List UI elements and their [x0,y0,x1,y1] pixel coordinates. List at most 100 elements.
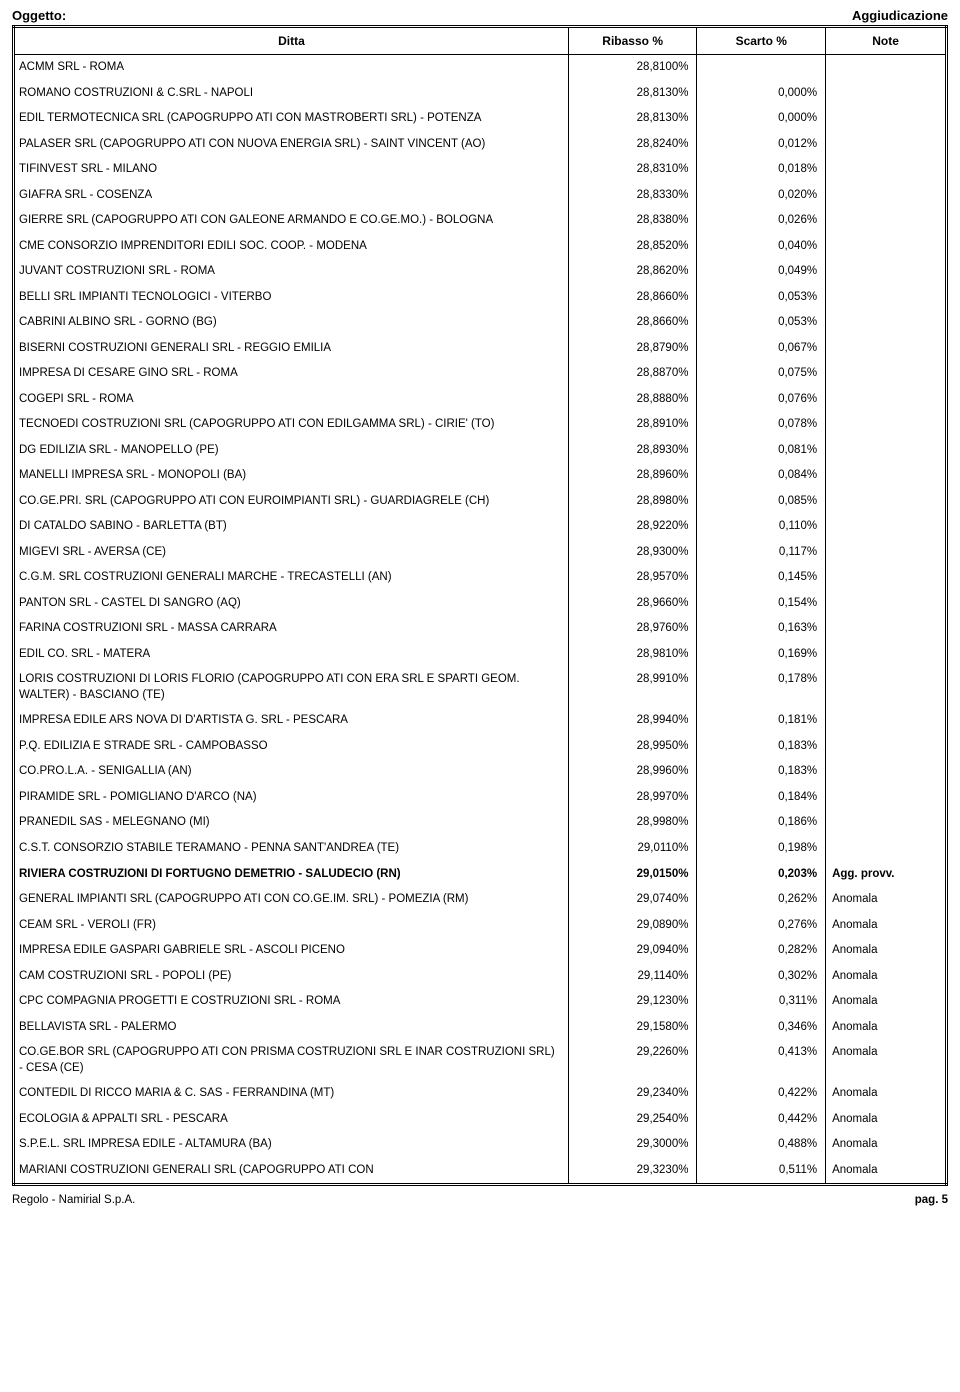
cell-ribasso: 28,9220% [568,514,697,540]
table-row: CO.GE.BOR SRL (CAPOGRUPPO ATI CON PRISMA… [14,1040,947,1081]
cell-ditta: ECOLOGIA & APPALTI SRL - PESCARA [14,1107,569,1133]
cell-note: Anomala [826,1040,947,1081]
cell-scarto: 0,178% [697,667,826,708]
cell-note [826,361,947,387]
cell-ribasso: 29,1140% [568,964,697,990]
table-row: BELLAVISTA SRL - PALERMO29,1580%0,346%An… [14,1015,947,1041]
table-row: CABRINI ALBINO SRL - GORNO (BG)28,8660%0… [14,310,947,336]
cell-note: Anomala [826,1015,947,1041]
table-row: EDIL TERMOTECNICA SRL (CAPOGRUPPO ATI CO… [14,106,947,132]
cell-note [826,734,947,760]
cell-ditta: CABRINI ALBINO SRL - GORNO (BG) [14,310,569,336]
cell-ditta: IMPRESA EDILE GASPARI GABRIELE SRL - ASC… [14,938,569,964]
cell-ditta: CEAM SRL - VEROLI (FR) [14,913,569,939]
table-row: IMPRESA EDILE ARS NOVA DI D'ARTISTA G. S… [14,708,947,734]
header-left: Oggetto: [12,8,66,23]
cell-scarto: 0,049% [697,259,826,285]
cell-ditta: CO.GE.BOR SRL (CAPOGRUPPO ATI CON PRISMA… [14,1040,569,1081]
cell-ribasso: 29,0110% [568,836,697,862]
cell-note [826,591,947,617]
cell-scarto: 0,000% [697,81,826,107]
table-row: IMPRESA EDILE GASPARI GABRIELE SRL - ASC… [14,938,947,964]
cell-ribasso: 28,9810% [568,642,697,668]
cell-note [826,336,947,362]
table-row: C.S.T. CONSORZIO STABILE TERAMANO - PENN… [14,836,947,862]
footer-right: pag. 5 [915,1194,948,1206]
table-row: PANTON SRL - CASTEL DI SANGRO (AQ)28,966… [14,591,947,617]
cell-ribasso: 29,0740% [568,887,697,913]
cell-note [826,667,947,708]
cell-ribasso: 29,3000% [568,1132,697,1158]
cell-note [826,285,947,311]
cell-note: Anomala [826,964,947,990]
cell-scarto: 0,145% [697,565,826,591]
cell-ribasso: 28,8870% [568,361,697,387]
cell-ribasso: 28,9660% [568,591,697,617]
table-row: CEAM SRL - VEROLI (FR)29,0890%0,276%Anom… [14,913,947,939]
cell-scarto: 0,078% [697,412,826,438]
header-right: Aggiudicazione [852,8,948,23]
cell-ribasso: 28,8910% [568,412,697,438]
cell-ditta: MARIANI COSTRUZIONI GENERALI SRL (CAPOGR… [14,1158,569,1185]
cell-scarto: 0,488% [697,1132,826,1158]
cell-ribasso: 28,8660% [568,285,697,311]
col-note: Note [826,27,947,55]
cell-ribasso: 28,9940% [568,708,697,734]
cell-note [826,514,947,540]
cell-note: Anomala [826,913,947,939]
cell-scarto: 0,198% [697,836,826,862]
cell-scarto: 0,302% [697,964,826,990]
cell-ditta: GENERAL IMPIANTI SRL (CAPOGRUPPO ATI CON… [14,887,569,913]
cell-scarto: 0,084% [697,463,826,489]
cell-ditta: LORIS COSTRUZIONI DI LORIS FLORIO (CAPOG… [14,667,569,708]
cell-ditta: FARINA COSTRUZIONI SRL - MASSA CARRARA [14,616,569,642]
cell-ditta: ACMM SRL - ROMA [14,55,569,81]
cell-note [826,438,947,464]
cell-ribasso: 28,8130% [568,81,697,107]
cell-ribasso: 28,9760% [568,616,697,642]
cell-scarto: 0,085% [697,489,826,515]
cell-scarto: 0,511% [697,1158,826,1185]
table-body: ACMM SRL - ROMA28,8100%ROMANO COSTRUZION… [14,55,947,1185]
cell-scarto: 0,075% [697,361,826,387]
cell-ribasso: 29,0940% [568,938,697,964]
cell-note: Agg. provv. [826,862,947,888]
cell-note [826,810,947,836]
table-row: ROMANO COSTRUZIONI & C.SRL - NAPOLI28,81… [14,81,947,107]
cell-scarto: 0,311% [697,989,826,1015]
col-ribasso: Ribasso % [568,27,697,55]
cell-note [826,106,947,132]
cell-scarto: 0,110% [697,514,826,540]
footer-left: Regolo - Namirial S.p.A. [12,1194,135,1206]
cell-ditta: PANTON SRL - CASTEL DI SANGRO (AQ) [14,591,569,617]
cell-ribasso: 28,8330% [568,183,697,209]
table-row: MANELLI IMPRESA SRL - MONOPOLI (BA)28,89… [14,463,947,489]
table-row: CPC COMPAGNIA PROGETTI E COSTRUZIONI SRL… [14,989,947,1015]
cell-ditta: RIVIERA COSTRUZIONI DI FORTUGNO DEMETRIO… [14,862,569,888]
cell-ribasso: 28,9980% [568,810,697,836]
cell-ditta: C.G.M. SRL COSTRUZIONI GENERALI MARCHE -… [14,565,569,591]
col-scarto: Scarto % [697,27,826,55]
cell-ditta: BELLI SRL IMPIANTI TECNOLOGICI - VITERBO [14,285,569,311]
table-row: TIFINVEST SRL - MILANO28,8310%0,018% [14,157,947,183]
cell-scarto: 0,018% [697,157,826,183]
cell-ribasso: 28,8130% [568,106,697,132]
cell-note [826,81,947,107]
cell-ribasso: 29,2340% [568,1081,697,1107]
cell-ditta: CO.PRO.L.A. - SENIGALLIA (AN) [14,759,569,785]
table-row: S.P.E.L. SRL IMPRESA EDILE - ALTAMURA (B… [14,1132,947,1158]
cell-ditta: MIGEVI SRL - AVERSA (CE) [14,540,569,566]
cell-scarto: 0,012% [697,132,826,158]
cell-note: Anomala [826,1132,947,1158]
cell-scarto: 0,026% [697,208,826,234]
cell-note [826,387,947,413]
cell-ribasso: 29,2540% [568,1107,697,1133]
cell-scarto: 0,422% [697,1081,826,1107]
table-header-row: Ditta Ribasso % Scarto % Note [14,27,947,55]
cell-note: Anomala [826,1158,947,1185]
cell-ditta: MANELLI IMPRESA SRL - MONOPOLI (BA) [14,463,569,489]
table-row: P.Q. EDILIZIA E STRADE SRL - CAMPOBASSO2… [14,734,947,760]
cell-note [826,208,947,234]
cell-note [826,759,947,785]
cell-ditta: S.P.E.L. SRL IMPRESA EDILE - ALTAMURA (B… [14,1132,569,1158]
